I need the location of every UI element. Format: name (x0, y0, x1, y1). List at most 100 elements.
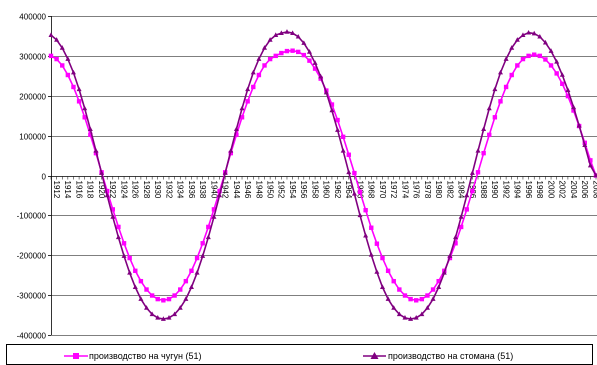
data-point (520, 32, 526, 37)
data-point (194, 270, 200, 275)
x-tick-label: 1932 (164, 181, 173, 199)
data-point (177, 305, 183, 310)
data-point (509, 45, 515, 50)
data-point (537, 33, 543, 39)
data-point (335, 127, 341, 132)
data-point (245, 86, 251, 92)
data-point (54, 56, 59, 62)
data-point (497, 69, 503, 75)
x-tick-label: 1980 (434, 181, 443, 199)
data-point (284, 48, 290, 54)
data-point (391, 278, 396, 284)
data-point (329, 102, 335, 107)
x-tick-label: 1938 (198, 181, 207, 199)
axes (48, 16, 597, 336)
data-point (526, 29, 532, 35)
data-point (262, 63, 267, 68)
y-tick-label: -300000 (17, 292, 47, 301)
data-point (70, 69, 76, 75)
data-point (576, 122, 582, 128)
x-tick-label: 2000 (546, 181, 555, 199)
data-point (295, 33, 301, 39)
data-point (397, 287, 402, 292)
data-point (99, 170, 105, 175)
data-point (301, 52, 307, 58)
x-tick-label: 1958 (310, 181, 319, 199)
data-point (189, 268, 194, 273)
data-point (425, 293, 430, 298)
data-point (565, 87, 571, 92)
x-tick-labels: 1912 1914 1916 1918 1920 1922 1924 1926 1928 1930… (52, 181, 597, 199)
data-point (245, 99, 250, 104)
data-point (515, 63, 520, 68)
y-tick-label: -100000 (17, 212, 47, 221)
data-point (60, 63, 65, 68)
data-point (374, 269, 380, 274)
data-point (335, 117, 340, 123)
data-point (138, 278, 144, 284)
x-tick-label: 2006 (580, 181, 589, 199)
data-point (307, 58, 312, 63)
x-tick-label: 1972 (389, 181, 398, 199)
data-point (88, 132, 93, 138)
y-tick-label: 100000 (19, 133, 46, 142)
data-point (178, 287, 183, 292)
data-point (267, 56, 273, 62)
x-tick-label: 1994 (513, 181, 522, 199)
x-tick-label: 1916 (74, 181, 83, 199)
data-point (542, 39, 548, 45)
y-tick-label: 0 (42, 173, 47, 182)
data-point (379, 284, 385, 289)
data-point (351, 191, 357, 196)
data-point (76, 99, 82, 104)
data-point (273, 32, 279, 37)
y-tick-labels: 400000 300000 200000 100000 0 -100000 -200000 -… (17, 13, 47, 341)
data-point (172, 293, 177, 298)
data-point (369, 225, 374, 230)
data-point (133, 268, 138, 273)
data-point (503, 56, 509, 61)
series (48, 29, 597, 321)
data-point (363, 207, 368, 213)
data-point (453, 234, 459, 240)
data-point (543, 57, 548, 62)
data-point (531, 30, 537, 36)
data-point (413, 315, 419, 320)
data-point (323, 89, 329, 95)
data-point (149, 293, 155, 298)
data-point (251, 84, 256, 90)
data-point (458, 224, 464, 230)
data-point (110, 214, 116, 219)
x-tick-label: 1988 (479, 181, 488, 199)
data-point (475, 170, 481, 175)
x-tick-label: 1964 (344, 181, 353, 199)
x-tick-label: 2002 (558, 181, 567, 199)
data-point (290, 30, 296, 35)
data-point (346, 152, 351, 157)
data-point (329, 107, 335, 113)
data-point (402, 315, 408, 320)
data-point (205, 234, 211, 240)
x-tick-label: 2008 (591, 181, 597, 199)
data-point (498, 99, 503, 104)
data-point (537, 53, 543, 59)
data-point (520, 56, 526, 62)
data-point (54, 37, 60, 42)
data-point (273, 53, 278, 59)
data-point (267, 37, 273, 42)
data-point (352, 170, 357, 176)
data-point (183, 296, 189, 301)
data-point (391, 305, 397, 310)
data-point (233, 126, 239, 132)
data-point (514, 37, 520, 42)
data-point (138, 296, 144, 301)
data-point (256, 72, 262, 78)
data-point (160, 316, 166, 321)
data-point (149, 311, 155, 317)
data-point (211, 207, 217, 212)
legend-item-pig-iron: производство на чугун (51) (64, 351, 202, 361)
data-point (385, 268, 391, 273)
x-tick-label: 1934 (176, 181, 185, 199)
x-tick-label: 1924 (119, 181, 128, 199)
